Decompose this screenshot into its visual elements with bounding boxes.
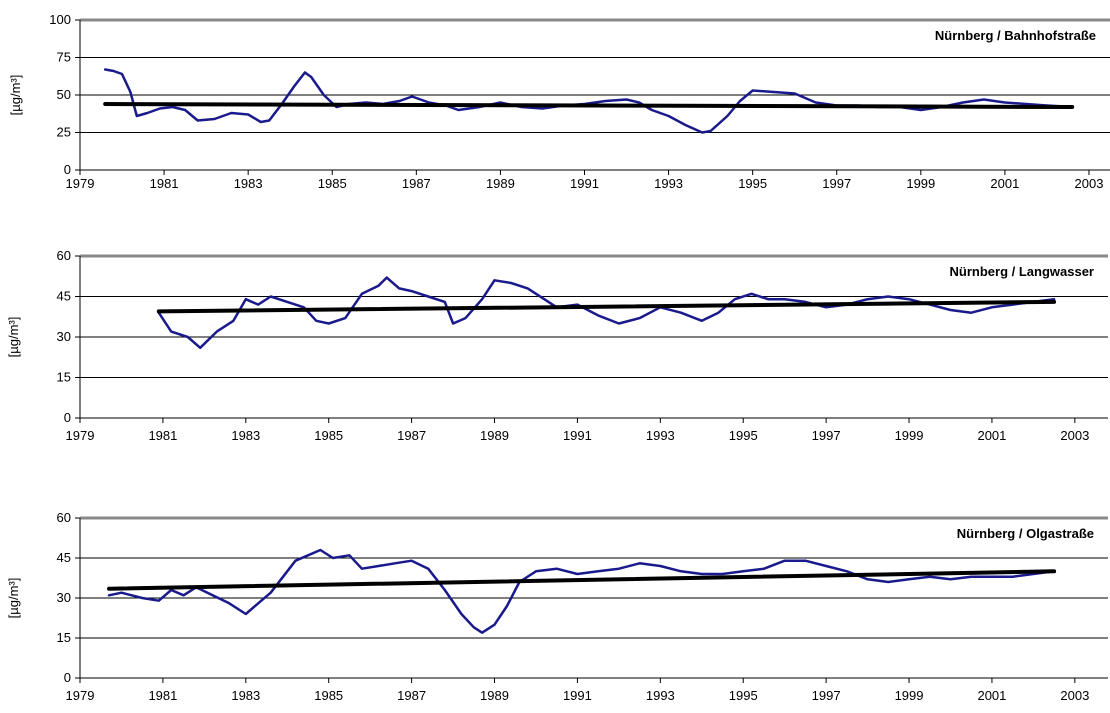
- x-tick-label: 2001: [977, 688, 1006, 703]
- panel-title: Nürnberg / Langwasser: [950, 264, 1094, 279]
- x-tick-label: 2001: [990, 176, 1019, 191]
- x-tick-label: 1997: [812, 428, 841, 443]
- x-tick-label: 1999: [895, 688, 924, 703]
- y-axis-label: [µg/m³]: [6, 317, 21, 358]
- y-tick-label: 30: [57, 590, 71, 605]
- x-tick-label: 1989: [480, 688, 509, 703]
- x-tick-label: 1983: [231, 688, 260, 703]
- series-line-trend: [107, 569, 1057, 591]
- x-tick-label: 1995: [729, 688, 758, 703]
- x-tick-label: 1995: [738, 176, 767, 191]
- x-tick-label: 1993: [646, 688, 675, 703]
- y-tick-label: 0: [64, 670, 71, 685]
- y-tick-label: 60: [57, 510, 71, 525]
- y-tick-label: 45: [57, 289, 71, 304]
- y-tick-label: 50: [57, 87, 71, 102]
- x-tick-label: 1987: [402, 176, 431, 191]
- x-tick-label: 1999: [895, 428, 924, 443]
- x-tick-label: 1981: [150, 176, 179, 191]
- x-tick-label: 1991: [563, 688, 592, 703]
- series-line-measured: [103, 68, 1074, 134]
- y-tick-label: 30: [57, 329, 71, 344]
- x-tick-label: 1997: [822, 176, 851, 191]
- panel-olgastrasse: 0 15 30 45 60 1979 1981 1983 1985 1987 1989 1991 199…: [6, 510, 1108, 703]
- series-line-measured: [157, 276, 1056, 350]
- y-axis-label: [µg/m³]: [8, 75, 23, 116]
- y-axis-label: [µg/m³]: [6, 578, 21, 619]
- x-tick-label: 2003: [1060, 428, 1089, 443]
- panel-bahnhofstrasse: 0 25 50 75 100 1979 1981 1983 1985 1987 1989 1991 19…: [8, 12, 1110, 191]
- x-tick-label: 1993: [654, 176, 683, 191]
- x-tick-label: 1987: [397, 428, 426, 443]
- x-tick-label: 1987: [397, 688, 426, 703]
- x-tick-label: 1983: [234, 176, 263, 191]
- y-tick-label: 0: [64, 162, 71, 177]
- x-tick-label: 1993: [646, 428, 675, 443]
- panel-langwasser: 0 15 30 45 60 1979 1981 1983 1985 1987 1989 1991 199…: [6, 248, 1108, 443]
- x-tick-label: 1979: [66, 176, 95, 191]
- x-tick-label: 1989: [480, 428, 509, 443]
- y-tick-label: 15: [57, 630, 71, 645]
- panel-title: Nürnberg / Bahnhofstraße: [935, 28, 1096, 43]
- x-tick-label: 1985: [318, 176, 347, 191]
- x-tick-label: 1991: [570, 176, 599, 191]
- x-tick-label: 1985: [314, 428, 343, 443]
- y-tick-label: 15: [57, 370, 71, 385]
- y-tick-label: 60: [57, 248, 71, 263]
- x-tick-label: 1979: [66, 688, 95, 703]
- x-tick-label: 1983: [231, 428, 260, 443]
- x-tick-label: 2001: [977, 428, 1006, 443]
- x-tick-label: 1979: [66, 428, 95, 443]
- series-line-trend: [103, 102, 1075, 109]
- y-tick-label: 0: [64, 410, 71, 425]
- x-tick-label: 1999: [906, 176, 935, 191]
- x-tick-label: 1985: [314, 688, 343, 703]
- x-tick-label: 1981: [148, 688, 177, 703]
- x-tick-label: 2003: [1060, 688, 1089, 703]
- x-tick-label: 1997: [812, 688, 841, 703]
- x-tick-label: 1995: [729, 428, 758, 443]
- y-tick-label: 75: [57, 50, 71, 65]
- series-line-trend: [156, 299, 1057, 314]
- panel-title: Nürnberg / Olgastraße: [957, 526, 1094, 541]
- x-tick-label: 1989: [486, 176, 515, 191]
- x-tick-label: 1981: [148, 428, 177, 443]
- y-tick-label: 45: [57, 550, 71, 565]
- y-tick-label: 100: [49, 12, 71, 27]
- y-tick-label: 25: [57, 125, 71, 140]
- x-tick-label: 1991: [563, 428, 592, 443]
- x-tick-label: 2003: [1075, 176, 1104, 191]
- series-line-measured: [107, 548, 1056, 634]
